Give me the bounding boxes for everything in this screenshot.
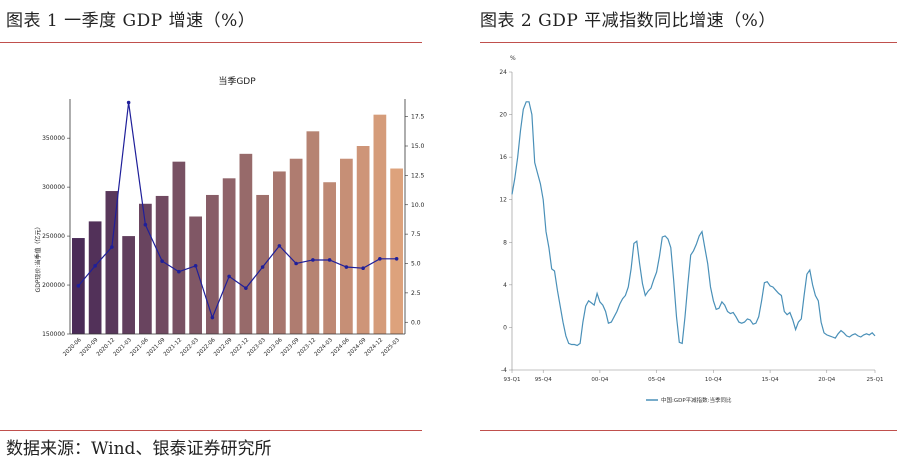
chart2-y-tick-label: 4: [503, 282, 507, 289]
chart2-axes: -4 0 4 8 12 16 20 24 93-Q1 95-Q4 00-Q4 05-Q4 10-Q4 15…: [499, 69, 883, 383]
chart1-bar: [356, 146, 370, 334]
chart2-y-tick-label: 0: [503, 324, 507, 331]
chart1-line-point: [177, 269, 181, 274]
chart1-line-point: [378, 257, 382, 261]
chart2-x-tick-label: 00-Q4: [591, 377, 609, 383]
chart1-right-tick-label: 15.0: [411, 143, 425, 150]
chart1-line-point: [160, 259, 164, 263]
chart1-bar: [139, 203, 152, 334]
chart2-unit-label: %: [510, 55, 516, 62]
chart1-line-point: [193, 264, 198, 268]
chart1-line-point: [277, 244, 282, 248]
chart2-x-tick-label: 95-Q4: [535, 377, 553, 383]
data-source: 数据来源：Wind、银泰证券研究所: [6, 439, 272, 459]
chart1-left-tick-label: 200000: [42, 282, 65, 289]
chart1-line-point: [210, 315, 215, 320]
chart2-legend: 中国:GDP平减指数:当季同比: [646, 396, 732, 404]
chart1-line-point: [143, 222, 148, 227]
chart1-line-point: [126, 100, 131, 105]
chart2-y-tick-label: 12: [499, 197, 507, 204]
chart2-x-tick-label: 20-Q4: [818, 377, 836, 383]
chart1-line-point: [227, 274, 231, 279]
chart1-bar: [390, 168, 403, 334]
chart2-x-tick-label: 05-Q4: [648, 377, 666, 383]
chart1-line-point: [260, 265, 265, 269]
chart1-bar: [88, 221, 102, 334]
chart2-x-tick-label: 25-Q1: [866, 377, 883, 383]
chart1-line-point: [394, 257, 399, 261]
chart2-x-tick-label: 15-Q4: [762, 377, 780, 383]
chart1-right-tick-label: 17.5: [411, 114, 425, 121]
chart2-y-tick-label: 24: [499, 69, 507, 76]
chart1-bar: [189, 216, 202, 334]
gdp-quarterly-chart: 当季GDP GDP现价:当季值（亿元） 150000 200000 250000 30…: [34, 75, 425, 358]
chart1-right-tick-label: 7.5: [411, 231, 421, 238]
chart2-y-tick-label: 16: [499, 154, 507, 161]
chart1-growth-line: [76, 100, 399, 320]
chart1-bar: [239, 153, 253, 334]
chart1-right-tick-label: 2.5: [411, 290, 421, 297]
chart1-bar: [122, 236, 135, 334]
chart1-bar: [306, 131, 320, 334]
chart1-right-tick-label: 10.0: [411, 202, 425, 209]
chart1-line-point: [244, 286, 248, 290]
chart2-y-tick-label: 20: [499, 112, 507, 119]
chart1-left-tick-label: 250000: [42, 233, 65, 240]
chart1-bar: [273, 171, 286, 334]
chart2-deflator-line: [511, 101, 876, 347]
chart1-left-tick-label: 150000: [42, 331, 65, 338]
chart1-left-tick-label: 300000: [42, 184, 65, 191]
chart1-bar: [340, 158, 353, 334]
chart1-bar: [155, 195, 169, 334]
chart1-bar: [373, 114, 387, 335]
chart1-line-path: [77, 102, 397, 320]
left-chart-title: 图表 1 一季度 GDP 增速（%）: [6, 11, 256, 31]
chart1-line-point: [361, 266, 365, 270]
chart1-bar: [323, 182, 336, 334]
chart1-x-tick-label: 2025-03: [381, 337, 402, 358]
chart1-bar: [105, 191, 119, 334]
chart1-line-point: [344, 265, 349, 269]
chart2-y-tick-label: -4: [501, 367, 507, 374]
chart1-right-tick-label: 0.0: [411, 319, 421, 326]
chart1-line-point: [311, 258, 315, 262]
chart1-bars: [72, 114, 403, 335]
left-bottom-rule: [0, 430, 422, 431]
right-top-rule: [480, 42, 897, 43]
gdp-deflator-chart: % -4 0 4 8 12 16 20 24 93-Q1 95-Q4 00-Q4 05-Q4 10-Q4…: [499, 55, 883, 404]
chart1-line-point: [93, 264, 97, 268]
chart1-right-tick-label: 5.0: [411, 261, 421, 268]
chart2-line-path: [511, 101, 876, 347]
chart2-x-tick-label: 93-Q1: [503, 377, 520, 383]
chart1-left-tick-label: 350000: [42, 135, 65, 142]
chart1-title: 当季GDP: [218, 75, 256, 87]
chart1-bar: [172, 161, 186, 334]
chart1-line-point: [76, 284, 81, 288]
left-top-rule: [0, 42, 422, 43]
chart1-bar: [222, 178, 236, 334]
chart1-bar: [256, 194, 269, 334]
chart1-line-point: [294, 261, 298, 266]
chart1-y-axis-label: GDP现价:当季值（亿元）: [34, 224, 42, 293]
chart2-legend-label: 中国:GDP平减指数:当季同比: [661, 396, 732, 404]
right-bottom-rule: [480, 430, 897, 431]
chart1-bar: [289, 158, 303, 334]
chart1-line-point: [110, 245, 114, 249]
chart1-line-point: [327, 258, 332, 262]
right-chart-title: 图表 2 GDP 平减指数同比增速（%）: [480, 11, 776, 31]
chart2-y-tick-label: 8: [503, 239, 507, 246]
chart1-right-tick-label: 12.5: [411, 172, 425, 179]
chart2-x-tick-label: 10-Q4: [705, 377, 723, 383]
chart1-bar: [206, 194, 219, 334]
